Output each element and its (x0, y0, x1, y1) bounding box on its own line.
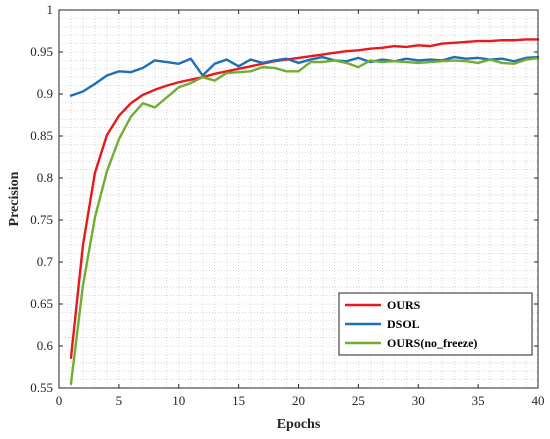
legend-label: OURS(no_freeze) (387, 336, 477, 350)
x-tick-label: 5 (116, 393, 123, 408)
x-tick-label: 10 (172, 393, 185, 408)
series-line-2 (69, 55, 540, 97)
legend-label: DSOL (387, 317, 420, 331)
y-tick-label: 0.75 (30, 212, 53, 227)
x-tick-label: 40 (532, 393, 545, 408)
legend: OURS DSOL OURS(no_freeze) (338, 292, 533, 356)
y-axis-title: Precision (7, 171, 22, 226)
y-tick-label: 0.55 (30, 380, 53, 395)
series-line-1 (69, 38, 540, 359)
x-tick-label: 0 (56, 393, 63, 408)
series-lines (69, 38, 540, 385)
y-tick-label: 1 (47, 2, 54, 17)
x-axis-title: Epochs (277, 417, 321, 432)
y-tick-label: 0.9 (37, 86, 53, 101)
x-tick-label: 20 (292, 393, 305, 408)
x-tick-label: 35 (472, 393, 485, 408)
y-tick-label: 0.7 (37, 254, 54, 269)
axis-ticks: 0 5 10 15 20 25 30 35 40 0.55 0.6 0.65 0.7 0.75 0.8 0.8… (30, 2, 544, 408)
y-tick-label: 0.65 (30, 296, 53, 311)
x-tick-label: 25 (352, 393, 365, 408)
y-tick-label: 0.95 (30, 44, 53, 59)
y-tick-label: 0.8 (37, 170, 53, 185)
legend-label: OURS (387, 298, 421, 312)
y-tick-label: 0.6 (37, 338, 54, 353)
x-tick-label: 30 (412, 393, 425, 408)
series-line-3 (69, 56, 540, 385)
x-tick-label: 15 (232, 393, 245, 408)
y-tick-label: 0.85 (30, 128, 53, 143)
